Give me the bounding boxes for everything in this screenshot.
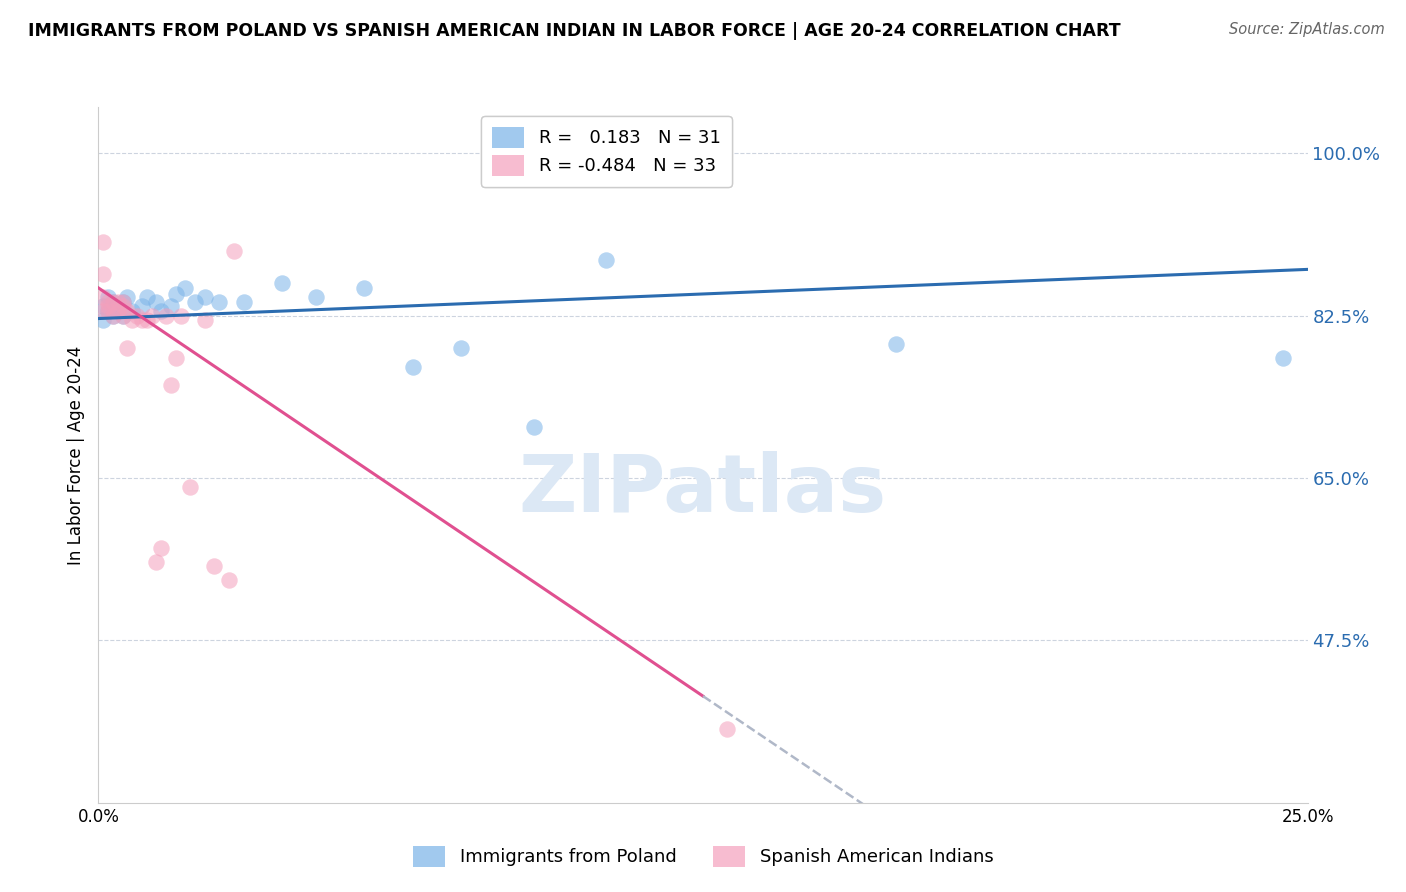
Point	[101, 294, 124, 309]
Point	[117, 341, 139, 355]
Point	[111, 294, 134, 309]
Point	[97, 300, 120, 314]
Point	[135, 313, 157, 327]
Point	[716, 722, 738, 736]
Point	[91, 313, 114, 327]
Point	[91, 235, 114, 249]
Point	[169, 309, 191, 323]
Point	[91, 304, 114, 318]
Point	[91, 290, 114, 304]
Point	[523, 420, 546, 434]
Point	[107, 294, 129, 309]
Point	[121, 304, 143, 318]
Point	[117, 304, 139, 318]
Point	[131, 313, 153, 327]
Text: Source: ZipAtlas.com: Source: ZipAtlas.com	[1229, 22, 1385, 37]
Point	[450, 341, 472, 355]
Point	[97, 294, 120, 309]
Point	[232, 294, 254, 309]
Point	[165, 287, 187, 301]
Point	[107, 304, 129, 318]
Point	[155, 309, 177, 323]
Point	[101, 309, 124, 323]
Text: IMMIGRANTS FROM POLAND VS SPANISH AMERICAN INDIAN IN LABOR FORCE | AGE 20-24 COR: IMMIGRANTS FROM POLAND VS SPANISH AMERIC…	[28, 22, 1121, 40]
Point	[184, 294, 207, 309]
Point	[145, 555, 167, 569]
Point	[595, 253, 617, 268]
Point	[111, 309, 134, 323]
Point	[145, 294, 167, 309]
Point	[131, 300, 153, 314]
Point	[91, 267, 114, 281]
Point	[111, 309, 134, 323]
Point	[222, 244, 245, 258]
Point	[1272, 351, 1295, 365]
Point	[174, 281, 197, 295]
Point	[141, 309, 163, 323]
Legend: Immigrants from Poland, Spanish American Indians: Immigrants from Poland, Spanish American…	[405, 838, 1001, 874]
Point	[97, 304, 120, 318]
Legend: R =   0.183   N = 31, R = -0.484   N = 33: R = 0.183 N = 31, R = -0.484 N = 33	[481, 116, 731, 186]
Text: ZIPatlas: ZIPatlas	[519, 450, 887, 529]
Point	[165, 351, 187, 365]
Point	[305, 290, 328, 304]
Point	[111, 300, 134, 314]
Point	[117, 290, 139, 304]
Point	[218, 573, 240, 587]
Point	[160, 300, 183, 314]
Point	[353, 281, 375, 295]
Point	[886, 336, 908, 351]
Point	[111, 294, 134, 309]
Point	[208, 294, 231, 309]
Point	[194, 290, 217, 304]
Point	[97, 290, 120, 304]
Point	[160, 378, 183, 392]
Y-axis label: In Labor Force | Age 20-24: In Labor Force | Age 20-24	[66, 345, 84, 565]
Point	[101, 309, 124, 323]
Point	[91, 300, 114, 314]
Point	[127, 309, 149, 323]
Point	[271, 277, 294, 291]
Point	[121, 313, 143, 327]
Point	[179, 480, 201, 494]
Point	[97, 304, 120, 318]
Point	[135, 290, 157, 304]
Point	[150, 304, 173, 318]
Point	[204, 559, 226, 574]
Point	[194, 313, 217, 327]
Point	[150, 541, 173, 555]
Point	[107, 304, 129, 318]
Point	[101, 294, 124, 309]
Point	[402, 359, 425, 374]
